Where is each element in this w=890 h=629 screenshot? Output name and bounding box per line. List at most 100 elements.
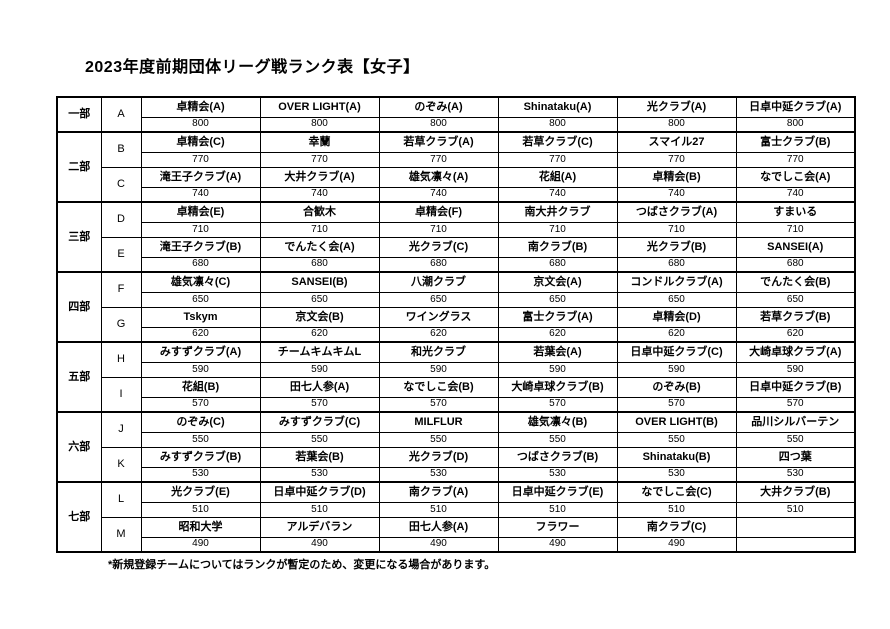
team-score-cell: 650: [140, 291, 261, 308]
row-letter: C: [100, 166, 142, 203]
team-score-cell: 510: [735, 501, 856, 518]
division-label: 四部: [56, 271, 102, 343]
team-name-cell: 卓精会(C): [140, 131, 261, 153]
team-score-cell: 590: [378, 361, 499, 378]
team-score-cell: 550: [616, 431, 737, 448]
team-score-cell: 590: [140, 361, 261, 378]
division-label: 五部: [56, 341, 102, 413]
row-letter: M: [100, 516, 142, 553]
row-letter: B: [100, 131, 142, 168]
team-score-cell: 530: [735, 466, 856, 483]
team-score-cell: 590: [735, 361, 856, 378]
team-score-cell: 680: [140, 256, 261, 273]
team-name-cell: すまいる: [735, 201, 856, 223]
team-score-cell: 770: [497, 151, 618, 168]
team-score-cell: 650: [735, 291, 856, 308]
team-score-cell: 800: [497, 116, 618, 133]
team-name-cell: 大崎卓球クラブ(A): [735, 341, 856, 363]
division-label: 七部: [56, 481, 102, 553]
team-name-cell: 花組(A): [497, 166, 618, 188]
team-score-cell: 570: [259, 396, 380, 413]
team-name-cell: 雄気凛々(C): [140, 271, 261, 293]
team-name-cell: でんたく会(B): [735, 271, 856, 293]
team-name-cell: 卓精会(D): [616, 306, 737, 328]
team-name-cell: スマイル27: [616, 131, 737, 153]
team-score-cell: 550: [497, 431, 618, 448]
team-name-cell: コンドルクラブ(A): [616, 271, 737, 293]
team-score-cell: 800: [378, 116, 499, 133]
team-score-cell: 550: [140, 431, 261, 448]
team-score-cell: 620: [259, 326, 380, 343]
team-score-cell: 710: [378, 221, 499, 238]
team-name-cell: チームキムキムL: [259, 341, 380, 363]
team-name-cell: 滝王子クラブ(B): [140, 236, 261, 258]
team-name-cell: 滝王子クラブ(A): [140, 166, 261, 188]
team-name-cell: 光クラブ(B): [616, 236, 737, 258]
team-score-cell: 620: [616, 326, 737, 343]
team-name-cell: 卓精会(B): [616, 166, 737, 188]
team-score-cell: 530: [616, 466, 737, 483]
team-score-cell: 620: [735, 326, 856, 343]
team-score-cell: 770: [735, 151, 856, 168]
team-score-cell: 650: [497, 291, 618, 308]
team-name-cell: 若草クラブ(C): [497, 131, 618, 153]
team-name-cell: 大崎卓球クラブ(B): [497, 376, 618, 398]
team-name-cell: 日卓中延クラブ(B): [735, 376, 856, 398]
row-letter: G: [100, 306, 142, 343]
team-score-cell: 650: [378, 291, 499, 308]
team-name-cell: つばさクラブ(A): [616, 201, 737, 223]
team-name-cell: フラワー: [497, 516, 618, 538]
team-score-cell: 570: [735, 396, 856, 413]
team-name-cell: 大井クラブ(A): [259, 166, 380, 188]
team-name-cell: なでしこ会(A): [735, 166, 856, 188]
team-score-cell: 680: [616, 256, 737, 273]
team-name-cell: 日卓中延クラブ(C): [616, 341, 737, 363]
team-name-cell: 大井クラブ(B): [735, 481, 856, 503]
team-score-cell: 770: [616, 151, 737, 168]
team-score-cell: 550: [259, 431, 380, 448]
team-name-cell: ワイングラス: [378, 306, 499, 328]
rank-table-body: 一部 A 卓精会(A) OVER LIGHT(A) のぞみ(A) Shinataku(A)…: [56, 96, 856, 553]
team-name-cell: のぞみ(A): [378, 96, 499, 118]
team-score-cell: 490: [140, 536, 261, 553]
team-score-cell: 680: [735, 256, 856, 273]
team-name-cell: のぞみ(B): [616, 376, 737, 398]
team-score-cell: 510: [259, 501, 380, 518]
rank-table: 一部 A 卓精会(A) OVER LIGHT(A) のぞみ(A) Shinataku(A)…: [56, 96, 856, 553]
team-name-cell: 卓精会(A): [140, 96, 261, 118]
team-name-cell: みすずクラブ(A): [140, 341, 261, 363]
team-score-cell: 770: [259, 151, 380, 168]
team-score-cell: 530: [259, 466, 380, 483]
team-name-cell: [735, 516, 856, 538]
team-name-cell: 日卓中延クラブ(D): [259, 481, 380, 503]
team-score-cell: 510: [616, 501, 737, 518]
team-score-cell: 550: [378, 431, 499, 448]
team-name-cell: Shinataku(A): [497, 96, 618, 118]
team-name-cell: 昭和大学: [140, 516, 261, 538]
team-score-cell: 570: [378, 396, 499, 413]
division-label: 一部: [56, 96, 102, 133]
division-label: 三部: [56, 201, 102, 273]
team-name-cell: アルデバラン: [259, 516, 380, 538]
team-score-cell: 490: [378, 536, 499, 553]
team-name-cell: OVER LIGHT(B): [616, 411, 737, 433]
team-score-cell: 800: [616, 116, 737, 133]
team-score-cell: 510: [140, 501, 261, 518]
team-score-cell: 550: [735, 431, 856, 448]
team-name-cell: 幸蘭: [259, 131, 380, 153]
team-name-cell: みすずクラブ(B): [140, 446, 261, 468]
team-name-cell: 京文会(A): [497, 271, 618, 293]
team-score-cell: 570: [616, 396, 737, 413]
team-name-cell: 四つ葉: [735, 446, 856, 468]
team-name-cell: 品川シルバーテン: [735, 411, 856, 433]
team-score-cell: 650: [259, 291, 380, 308]
team-score-cell: 740: [140, 186, 261, 203]
team-score-cell: 590: [497, 361, 618, 378]
team-score-cell: 800: [140, 116, 261, 133]
row-letter: H: [100, 341, 142, 378]
row-letter: J: [100, 411, 142, 448]
team-score-cell: 770: [140, 151, 261, 168]
team-score-cell: 490: [497, 536, 618, 553]
team-name-cell: Tskym: [140, 306, 261, 328]
team-name-cell: 若草クラブ(B): [735, 306, 856, 328]
